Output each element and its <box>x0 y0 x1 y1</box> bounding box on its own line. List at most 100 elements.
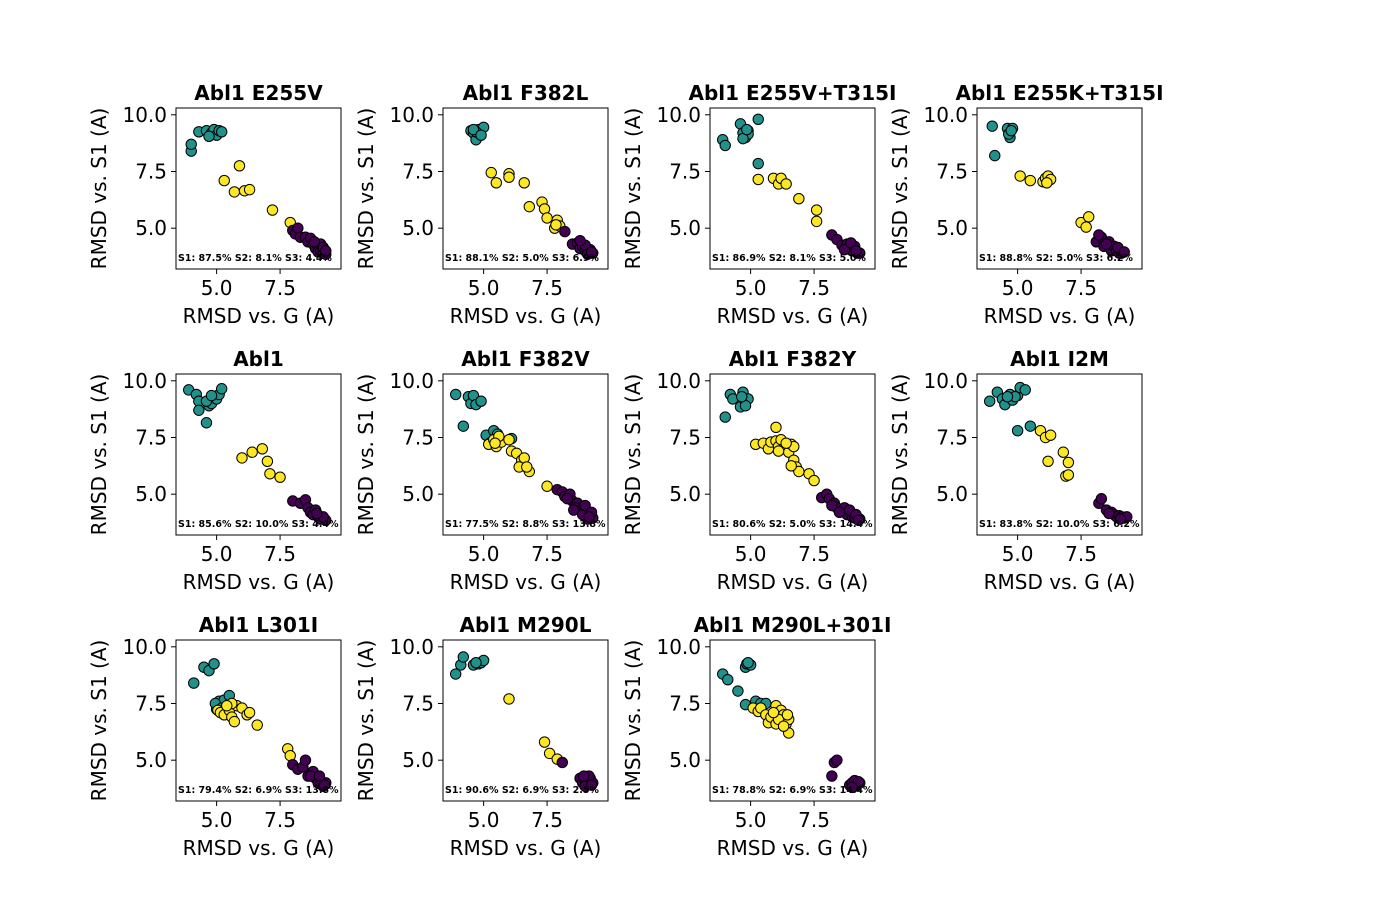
point-s3 <box>1100 238 1113 250</box>
point-s2 <box>228 186 241 198</box>
point-s3 <box>852 514 865 526</box>
point-s2 <box>243 706 256 719</box>
axes-frame <box>442 373 609 536</box>
point-s2 <box>752 173 764 186</box>
y-axis-label: RMSD vs. S1 (A) <box>888 108 912 270</box>
point-s1 <box>208 658 220 670</box>
point-s1 <box>736 390 748 403</box>
x-tick-label: 5.0 <box>468 808 500 832</box>
scatter-points <box>986 120 1130 259</box>
point-s2 <box>770 421 782 433</box>
y-tick-label: 5.0 <box>135 482 167 506</box>
y-axis-label: RMSD vs. S1 (A) <box>621 108 645 270</box>
point-s1 <box>449 388 462 401</box>
x-axis-label: RMSD vs. G (A) <box>717 836 869 860</box>
y-tick-label: 7.5 <box>669 159 701 183</box>
subplot-title: Abl1 M290L <box>460 613 592 637</box>
point-s2 <box>1080 221 1092 233</box>
state-percentages-annotation: S1: 78.8% S2: 6.9% S3: 14.4% <box>712 785 873 796</box>
y-tick-label: 5.0 <box>669 216 701 240</box>
y-tick-label: 10.0 <box>656 369 701 393</box>
subplot-title: Abl1 E255V+T315I <box>688 81 896 105</box>
point-s2 <box>1014 170 1026 182</box>
y-tick-label: 5.0 <box>402 482 434 506</box>
y-tick-label: 10.0 <box>389 369 434 393</box>
scatter-points <box>449 651 599 792</box>
point-s3 <box>1095 493 1108 505</box>
y-tick-label: 7.5 <box>936 159 968 183</box>
point-s2 <box>550 219 562 231</box>
y-tick-label: 5.0 <box>669 482 701 506</box>
point-s1 <box>722 673 734 686</box>
point-s1 <box>732 685 744 697</box>
x-tick-label: 7.5 <box>1065 542 1097 566</box>
state-percentages-annotation: S1: 88.1% S2: 5.0% S3: 6.9% <box>445 253 599 264</box>
point-s1 <box>1019 384 1031 396</box>
point-s2 <box>490 177 503 189</box>
scatter-points <box>465 121 599 260</box>
x-axis-label: RMSD vs. G (A) <box>717 304 869 328</box>
point-s2 <box>1082 211 1095 223</box>
point-s3 <box>1118 246 1130 258</box>
point-s1 <box>1011 424 1024 437</box>
point-s2 <box>236 452 248 464</box>
point-s2 <box>523 200 536 213</box>
x-axis-label: RMSD vs. G (A) <box>450 304 602 328</box>
y-tick-label: 5.0 <box>135 216 167 240</box>
point-s2 <box>503 171 515 183</box>
scatter-points <box>716 113 866 259</box>
x-tick-label: 7.5 <box>798 808 830 832</box>
subplot-6: Abl1 F382Y 5.0 7.5 5.0 7.5 10.0 RMSD vs. G (A)… <box>621 347 876 594</box>
x-tick-label: 5.0 <box>468 542 500 566</box>
point-s3 <box>578 770 590 782</box>
y-tick-label: 5.0 <box>936 216 968 240</box>
y-tick-label: 5.0 <box>135 748 167 772</box>
point-s2 <box>781 709 794 721</box>
point-s1 <box>467 123 480 136</box>
x-tick-label: 7.5 <box>1065 276 1097 300</box>
subplot-8: Abl1 L301I 5.0 7.5 5.0 7.5 10.0 RMSD vs. G (A)… <box>87 613 342 860</box>
point-s2 <box>1042 455 1054 468</box>
subplot-title: Abl1 E255V <box>194 81 323 105</box>
point-s1 <box>205 389 218 402</box>
y-tick-label: 5.0 <box>402 748 434 772</box>
y-tick-label: 7.5 <box>135 425 167 449</box>
point-s3 <box>1103 507 1115 520</box>
point-s3 <box>831 754 843 766</box>
y-axis-label: RMSD vs. S1 (A) <box>354 374 378 536</box>
subplot-3: Abl1 E255K+T315I 5.0 7.5 5.0 7.5 10.0 RMSD vs.… <box>888 81 1164 328</box>
point-s3 <box>585 246 598 258</box>
x-tick-label: 7.5 <box>264 542 296 566</box>
point-s2 <box>521 461 533 473</box>
point-s2 <box>503 434 515 446</box>
point-s1 <box>188 677 200 689</box>
x-axis-label: RMSD vs. G (A) <box>183 836 335 860</box>
point-s1 <box>1001 390 1014 403</box>
x-tick-label: 7.5 <box>531 808 563 832</box>
y-tick-label: 7.5 <box>936 425 968 449</box>
point-s2 <box>767 706 780 719</box>
x-axis-label: RMSD vs. G (A) <box>717 570 869 594</box>
axes-frame <box>442 107 609 270</box>
y-tick-label: 10.0 <box>122 369 167 393</box>
scatter-points <box>719 386 866 526</box>
y-axis-label: RMSD vs. S1 (A) <box>354 108 378 270</box>
point-s3 <box>561 493 574 505</box>
point-s2 <box>228 715 241 728</box>
axes-frame <box>709 107 876 270</box>
subplot-title: Abl1 L301I <box>199 613 318 637</box>
point-s2 <box>1062 469 1075 481</box>
point-s2 <box>485 166 497 179</box>
scatter-points <box>716 656 866 794</box>
point-s1 <box>193 404 205 416</box>
point-s3 <box>583 511 595 523</box>
subplot-title: Abl1 F382V <box>461 347 590 371</box>
y-tick-label: 7.5 <box>669 691 701 715</box>
x-tick-label: 5.0 <box>468 276 500 300</box>
x-tick-label: 7.5 <box>264 276 296 300</box>
y-tick-label: 5.0 <box>402 216 434 240</box>
point-s2 <box>1041 177 1053 189</box>
subplot-title: Abl1 M290L+301I <box>694 613 892 637</box>
point-s1 <box>719 411 731 423</box>
